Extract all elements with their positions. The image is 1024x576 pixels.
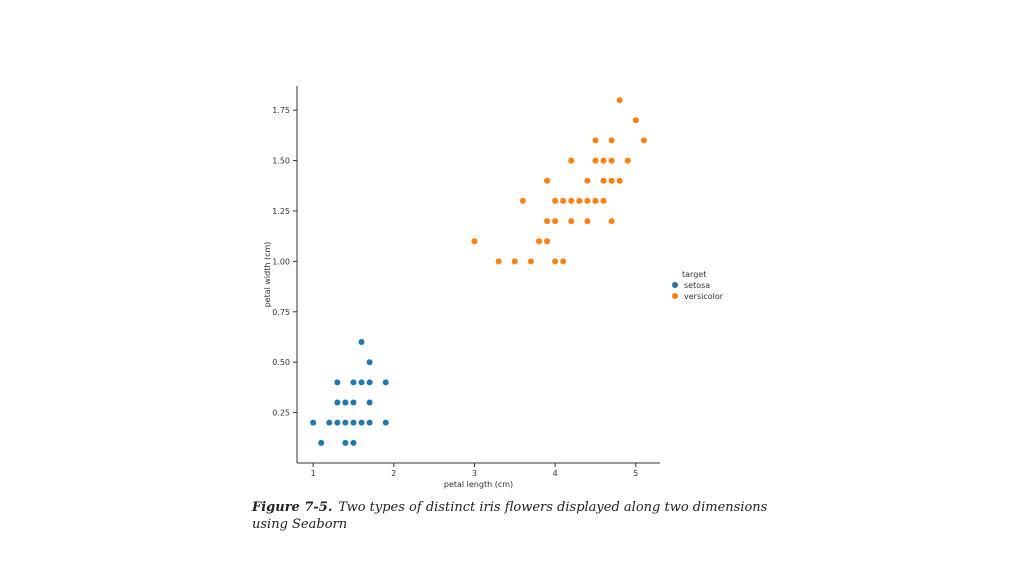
- data-point-versicolor: [552, 218, 559, 225]
- data-point-versicolor: [640, 137, 647, 144]
- y-tick-label: 1.50: [272, 157, 290, 166]
- data-point-versicolor: [592, 137, 599, 144]
- x-tick-label: 3: [472, 469, 477, 478]
- x-tick-label: 1: [311, 469, 316, 478]
- data-point-setosa: [334, 399, 341, 406]
- data-point-setosa: [358, 379, 365, 386]
- data-point-setosa: [382, 379, 389, 386]
- data-point-setosa: [358, 419, 365, 426]
- x-tick-label: 2: [391, 469, 396, 478]
- data-point-versicolor: [552, 258, 559, 265]
- data-point-setosa: [382, 419, 389, 426]
- data-point-versicolor: [568, 197, 575, 204]
- data-point-versicolor: [616, 97, 623, 104]
- data-point-versicolor: [608, 218, 615, 225]
- data-point-setosa: [366, 359, 373, 366]
- data-point-setosa: [326, 419, 333, 426]
- legend-marker-versicolor: [672, 293, 678, 299]
- data-point-versicolor: [560, 258, 567, 265]
- data-point-setosa: [350, 439, 357, 446]
- data-point-setosa: [358, 339, 365, 346]
- data-point-versicolor: [527, 258, 534, 265]
- y-tick-label: 0.25: [272, 409, 290, 418]
- data-point-versicolor: [568, 218, 575, 225]
- data-point-versicolor: [495, 258, 502, 265]
- data-point-versicolor: [519, 197, 526, 204]
- data-point-setosa: [366, 399, 373, 406]
- y-axis-label: petal width (cm): [263, 242, 272, 308]
- data-point-setosa: [334, 419, 341, 426]
- data-points: [310, 97, 647, 446]
- data-point-versicolor: [592, 197, 599, 204]
- legend-label-setosa: setosa: [684, 281, 710, 290]
- data-point-versicolor: [624, 157, 631, 164]
- axes: 1 2 3 4 5 0.25 0.50 0.75 1.00 1.25 1.50 1.75: [272, 86, 660, 478]
- data-point-setosa: [350, 419, 357, 426]
- data-point-versicolor: [576, 197, 583, 204]
- data-point-versicolor: [600, 197, 607, 204]
- data-point-versicolor: [608, 137, 615, 144]
- data-point-versicolor: [471, 238, 478, 245]
- data-point-versicolor: [592, 157, 599, 164]
- data-point-versicolor: [544, 177, 551, 184]
- x-tick-label: 5: [633, 469, 638, 478]
- data-point-versicolor: [536, 238, 542, 245]
- x-axis-label: petal length (cm): [444, 480, 513, 489]
- y-tick-label: 1.75: [272, 106, 290, 115]
- y-tick-label: 1.00: [272, 257, 290, 266]
- data-point-versicolor: [544, 238, 551, 245]
- data-point-setosa: [342, 439, 349, 446]
- figure-caption: Figure 7-5. Two types of distinct iris fl…: [252, 499, 772, 533]
- legend-marker-setosa: [672, 282, 678, 288]
- figure-label: Figure 7-5.: [252, 500, 333, 515]
- data-point-versicolor: [511, 258, 518, 265]
- data-point-versicolor: [608, 177, 615, 184]
- data-point-versicolor: [616, 177, 623, 184]
- y-tick-label: 0.50: [272, 358, 290, 367]
- data-point-versicolor: [608, 157, 615, 164]
- data-point-setosa: [342, 419, 349, 426]
- data-point-setosa: [350, 379, 357, 386]
- y-tick-label: 0.75: [272, 308, 290, 317]
- data-point-versicolor: [600, 177, 607, 184]
- data-point-setosa: [350, 399, 357, 406]
- data-point-setosa: [334, 379, 341, 386]
- x-tick-label: 4: [553, 469, 558, 478]
- y-tick-label: 1.25: [272, 207, 290, 216]
- data-point-versicolor: [560, 197, 567, 204]
- data-point-versicolor: [552, 197, 559, 204]
- data-point-versicolor: [584, 218, 591, 225]
- data-point-versicolor: [544, 218, 551, 225]
- data-point-setosa: [318, 439, 325, 446]
- legend-title: target: [682, 270, 706, 279]
- data-point-setosa: [366, 419, 373, 426]
- data-point-versicolor: [568, 157, 575, 164]
- data-point-versicolor: [632, 117, 639, 124]
- data-point-setosa: [310, 419, 317, 426]
- legend-label-versicolor: versicolor: [684, 292, 724, 301]
- data-point-versicolor: [584, 197, 591, 204]
- caption-text: Two types of distinct iris flowers displ…: [252, 500, 768, 532]
- legend: target setosa versicolor: [672, 270, 724, 301]
- data-point-setosa: [366, 379, 373, 386]
- data-point-setosa: [342, 399, 349, 406]
- data-point-versicolor: [584, 177, 591, 184]
- data-point-versicolor: [600, 157, 607, 164]
